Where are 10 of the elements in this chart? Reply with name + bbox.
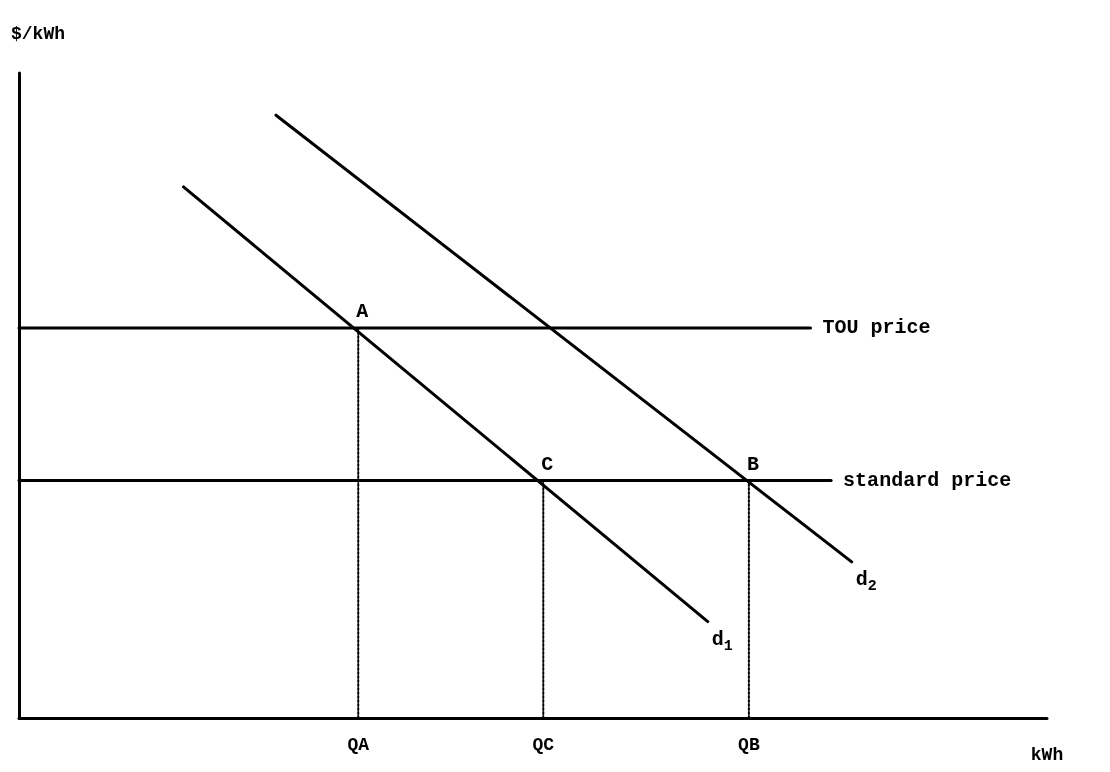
- x-tick-label: QA: [347, 735, 370, 755]
- x-tick-label: QB: [738, 735, 760, 755]
- annotation: A: [356, 300, 369, 324]
- series-label: TOU price: [822, 316, 931, 340]
- series-label: standard price: [843, 469, 1012, 492]
- annotation: C: [541, 453, 554, 476]
- x-tick-label: QC: [532, 735, 555, 755]
- y-axis-title: $/kWh: [11, 24, 66, 44]
- x-axis-title: kWh: [1030, 745, 1064, 765]
- annotation: B: [746, 453, 759, 476]
